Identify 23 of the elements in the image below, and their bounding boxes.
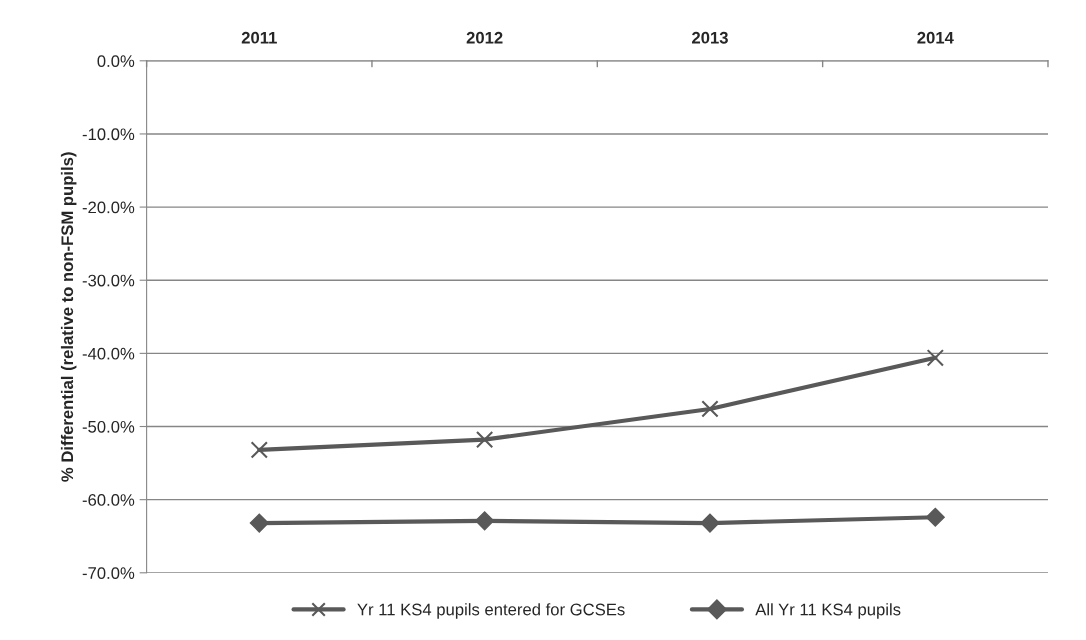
y-axis-title: % Differential (relative to non-FSM pupils) — [60, 152, 77, 482]
y-tick-label: -20.0% — [82, 201, 135, 214]
y-tick-label: 0.0% — [97, 55, 135, 67]
legend-label: Yr 11 KS4 pupils entered for GCSEs — [357, 603, 625, 619]
point — [475, 431, 494, 449]
point — [701, 400, 719, 418]
point — [926, 349, 944, 367]
y-tick-label: -50.0% — [82, 420, 135, 433]
point — [249, 513, 269, 533]
point — [250, 441, 268, 459]
legend-label: All Yr 11 KS4 pupils — [755, 603, 901, 619]
y-tick-label: -70.0% — [82, 567, 135, 579]
x-tick-label: 2011 — [241, 31, 277, 44]
x-tick-label: 2013 — [692, 31, 728, 44]
y-tick-label: -30.0% — [82, 274, 135, 287]
point — [700, 513, 720, 533]
x-tick-label: 2012 — [466, 31, 503, 44]
point — [475, 511, 495, 531]
point — [925, 507, 945, 527]
y-tick-label: -60.0% — [82, 494, 135, 506]
y-tick-label: -40.0% — [82, 347, 135, 360]
x-tick-label: 2014 — [917, 31, 954, 44]
y-tick-label: -10.0% — [82, 128, 135, 141]
